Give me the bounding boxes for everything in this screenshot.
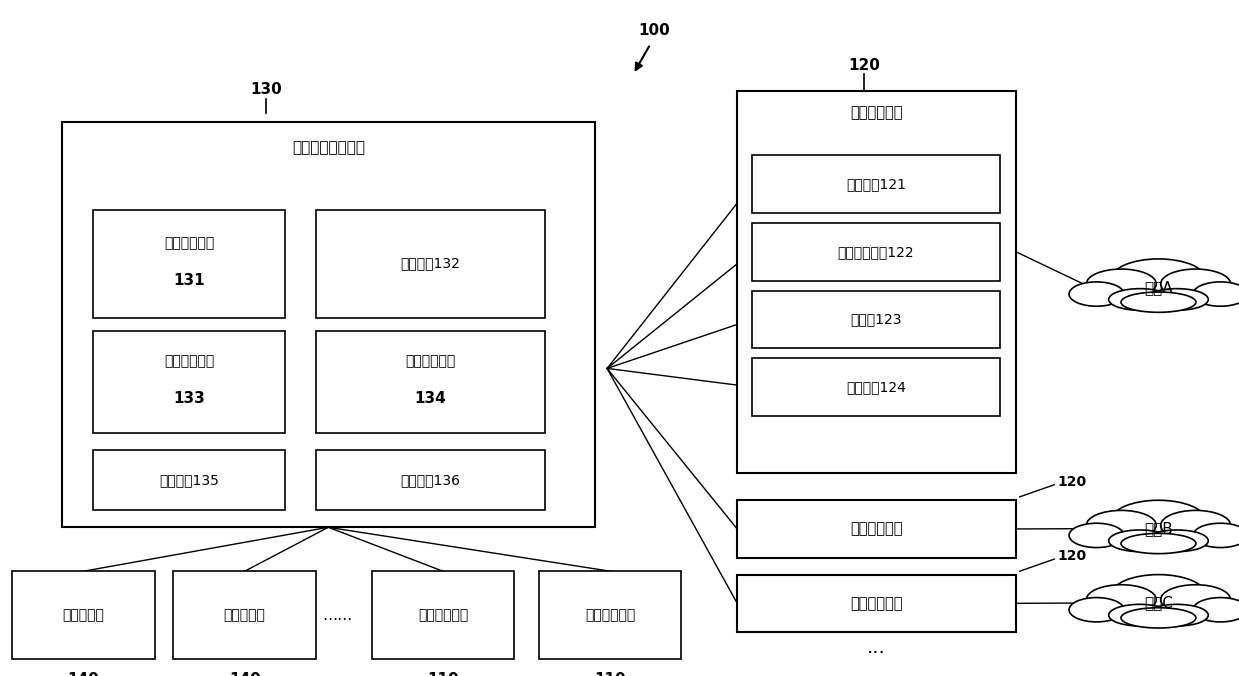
Text: 第二获取模块: 第二获取模块 <box>164 355 214 368</box>
Ellipse shape <box>1121 533 1196 554</box>
Ellipse shape <box>1111 500 1206 541</box>
FancyBboxPatch shape <box>752 155 1000 213</box>
Ellipse shape <box>1069 282 1124 306</box>
Text: 道闸系统121: 道闸系统121 <box>846 177 906 191</box>
Text: 140: 140 <box>229 672 260 676</box>
Text: 存储模块124: 存储模块124 <box>846 380 906 394</box>
FancyBboxPatch shape <box>737 575 1016 632</box>
Text: 第一获取模块: 第一获取模块 <box>164 237 214 250</box>
Text: 学习模块132: 学习模块132 <box>400 257 461 270</box>
Ellipse shape <box>1109 604 1171 626</box>
Ellipse shape <box>1161 510 1230 540</box>
Text: 车库管理系统: 车库管理系统 <box>850 105 903 120</box>
Text: 车库管理系统: 车库管理系统 <box>850 521 903 537</box>
Ellipse shape <box>1087 269 1156 299</box>
Text: 110: 110 <box>427 672 458 676</box>
Text: 120: 120 <box>849 58 880 73</box>
Text: 车位主用户端: 车位主用户端 <box>585 608 636 622</box>
FancyBboxPatch shape <box>737 500 1016 558</box>
Text: 小区B: 小区B <box>1144 521 1173 536</box>
Ellipse shape <box>1121 608 1196 628</box>
Text: 133: 133 <box>173 391 204 406</box>
Text: 车库管理系统: 车库管理系统 <box>850 596 903 611</box>
Ellipse shape <box>1087 510 1156 540</box>
Ellipse shape <box>1193 598 1239 622</box>
Text: 小区C: 小区C <box>1144 596 1173 610</box>
Ellipse shape <box>1121 292 1196 312</box>
Text: 110: 110 <box>595 672 626 676</box>
FancyBboxPatch shape <box>316 450 545 510</box>
FancyBboxPatch shape <box>752 291 1000 348</box>
Text: 租赁用户端: 租赁用户端 <box>63 608 104 622</box>
Text: 处理器123: 处理器123 <box>850 312 902 327</box>
Text: 120: 120 <box>1057 550 1087 563</box>
Text: ···: ··· <box>867 644 886 663</box>
FancyBboxPatch shape <box>316 210 545 318</box>
Ellipse shape <box>1146 530 1208 552</box>
Text: ……: …… <box>322 608 352 623</box>
Ellipse shape <box>1069 523 1124 548</box>
FancyBboxPatch shape <box>316 331 545 433</box>
FancyBboxPatch shape <box>752 223 1000 281</box>
Ellipse shape <box>1109 530 1171 552</box>
Text: 计算模块135: 计算模块135 <box>159 473 219 487</box>
FancyBboxPatch shape <box>539 571 681 659</box>
Text: 120: 120 <box>1057 475 1087 489</box>
Ellipse shape <box>1087 585 1156 614</box>
Ellipse shape <box>1161 585 1230 614</box>
Ellipse shape <box>1193 282 1239 306</box>
Text: 130: 130 <box>250 82 282 97</box>
Ellipse shape <box>1193 523 1239 548</box>
FancyBboxPatch shape <box>62 122 595 527</box>
Ellipse shape <box>1069 598 1124 622</box>
Text: 车位主用户端: 车位主用户端 <box>418 608 468 622</box>
Text: 处理模块136: 处理模块136 <box>400 473 461 487</box>
Text: 车牌识别模块122: 车牌识别模块122 <box>838 245 914 259</box>
FancyBboxPatch shape <box>12 571 155 659</box>
Text: 小区A: 小区A <box>1144 280 1173 295</box>
Ellipse shape <box>1146 289 1208 310</box>
FancyBboxPatch shape <box>173 571 316 659</box>
FancyBboxPatch shape <box>752 358 1000 416</box>
Ellipse shape <box>1161 269 1230 299</box>
Text: 信息量化模块: 信息量化模块 <box>405 355 456 368</box>
Text: 100: 100 <box>638 23 670 38</box>
Ellipse shape <box>1111 259 1206 299</box>
FancyBboxPatch shape <box>737 91 1016 473</box>
Ellipse shape <box>1146 604 1208 626</box>
Text: 车位共享管理平台: 车位共享管理平台 <box>292 140 364 155</box>
FancyBboxPatch shape <box>372 571 514 659</box>
Ellipse shape <box>1109 289 1171 310</box>
Text: 140: 140 <box>68 672 99 676</box>
Text: 131: 131 <box>173 273 204 288</box>
FancyBboxPatch shape <box>93 331 285 433</box>
FancyBboxPatch shape <box>93 210 285 318</box>
Text: 134: 134 <box>415 391 446 406</box>
FancyBboxPatch shape <box>93 450 285 510</box>
Text: 租赁用户端: 租赁用户端 <box>224 608 265 622</box>
Ellipse shape <box>1111 575 1206 615</box>
